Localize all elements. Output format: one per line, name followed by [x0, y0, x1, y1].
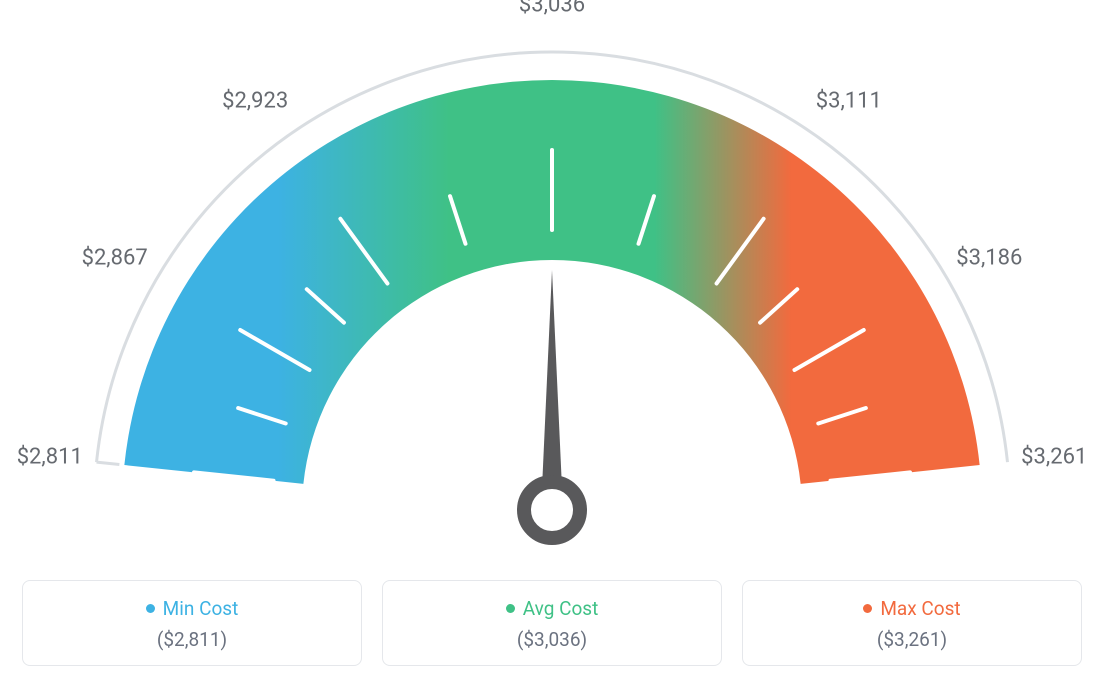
legend-dot-avg — [506, 604, 515, 613]
legend-label-min: Min Cost — [163, 597, 239, 620]
legend-label-max: Max Cost — [880, 597, 960, 620]
legend-dot-max — [863, 604, 872, 613]
legend-value-min: ($2,811) — [157, 628, 227, 651]
legend-value-max: ($3,261) — [877, 628, 947, 651]
gauge-tick-label: $2,923 — [222, 89, 288, 114]
legend-card-min: Min Cost ($2,811) — [22, 580, 362, 666]
gauge-tick-label: $3,186 — [956, 245, 1022, 270]
legend-value-avg: ($3,036) — [517, 628, 587, 651]
legend-label-avg: Avg Cost — [523, 597, 599, 620]
legend-card-avg: Avg Cost ($3,036) — [382, 580, 722, 666]
legend-row: Min Cost ($2,811) Avg Cost ($3,036) Max … — [22, 580, 1082, 666]
legend-dot-min — [146, 604, 155, 613]
gauge-svg — [0, 0, 1104, 580]
gauge-tick-label: $2,867 — [82, 245, 148, 270]
legend-card-max: Max Cost ($3,261) — [742, 580, 1082, 666]
gauge-tick-label: $3,261 — [1021, 445, 1087, 470]
gauge-tick-label: $3,111 — [816, 89, 882, 114]
gauge-tick-label: $2,811 — [17, 445, 83, 470]
gauge-tick-label: $3,036 — [519, 0, 585, 18]
gauge-chart: $2,811 $2,867 $2,923 $3,036 $3,111 $3,186 $3,2… — [0, 0, 1104, 580]
